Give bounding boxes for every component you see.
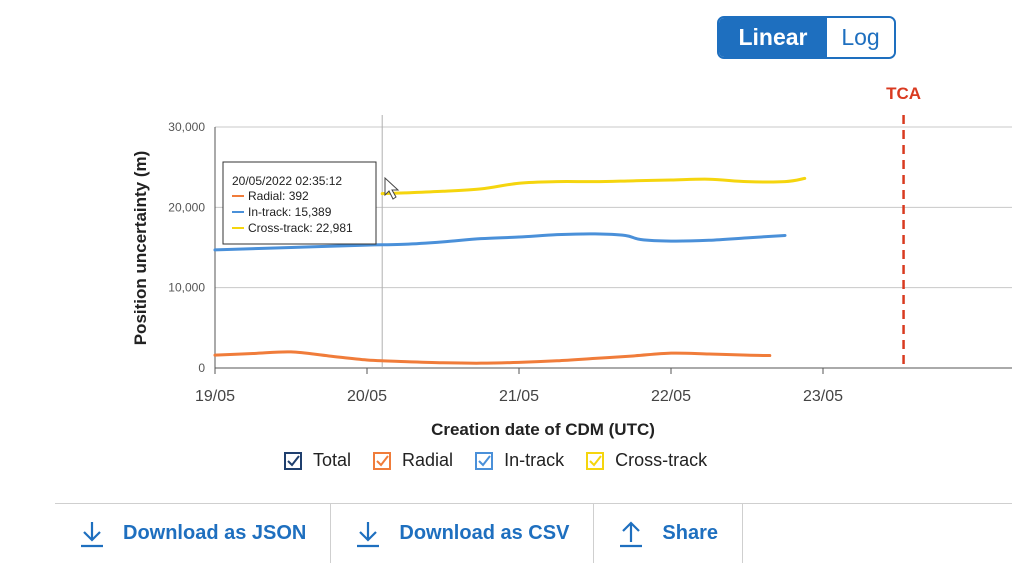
download-csv-label: Download as CSV (399, 522, 570, 544)
series-line-in-track (213, 232, 787, 252)
download-icon (355, 520, 381, 548)
x-tick-label: 20/05 (347, 388, 387, 405)
position-uncertainty-chart: 0 10,000 20,000 30,000 19/05 20/05 21/05 22/05 2… (131, 84, 1012, 439)
y-tick-label: 0 (198, 361, 205, 375)
x-tick-label: 21/05 (499, 388, 539, 405)
mouse-cursor-icon (384, 176, 400, 200)
divider (55, 503, 1012, 504)
download-icon (79, 520, 105, 548)
legend-item-in-track[interactable]: In-track (475, 450, 564, 471)
tooltip-row: In-track: 15,389 (248, 205, 332, 219)
y-tick-label: 10,000 (168, 281, 205, 295)
share-icon (618, 520, 644, 548)
share-button[interactable]: Share (594, 504, 743, 563)
checkbox-icon[interactable] (373, 451, 392, 470)
tca-label: TCA (886, 84, 921, 103)
legend-item-total[interactable]: Total (284, 450, 351, 471)
share-label: Share (662, 522, 718, 544)
x-tick-label: 23/05 (803, 388, 843, 405)
tooltip-box (222, 161, 377, 245)
linear-scale-button[interactable]: Linear (719, 18, 827, 57)
legend-label-in-track: In-track (504, 450, 565, 470)
scale-toggle[interactable]: Linear Log (717, 16, 896, 59)
y-tick-label: 30,000 (168, 120, 205, 134)
legend-label-cross-track: Cross-track (615, 450, 708, 470)
checkbox-icon[interactable] (586, 451, 605, 470)
download-json-button[interactable]: Download as JSON (55, 504, 332, 563)
checkbox-icon[interactable] (475, 451, 494, 470)
y-tick-label: 20,000 (168, 200, 205, 214)
series-line-cross-track (380, 176, 807, 196)
x-axis-label: Creation date of CDM (UTC) (431, 420, 655, 439)
legend-item-radial[interactable]: Radial (373, 450, 453, 471)
legend-label-radial: Radial (402, 450, 454, 470)
y-axis-label: Position uncertainty (m) (131, 151, 150, 346)
download-json-label: Download as JSON (123, 522, 307, 544)
actions-bar: Download as JSON Download as CSV Share (55, 504, 743, 563)
legend-label-total: Total (313, 450, 352, 470)
tooltip-row: Radial: 392 (248, 189, 309, 203)
log-scale-button[interactable]: Log (827, 18, 894, 57)
tooltip-row: Cross-track: 22,981 (248, 221, 353, 235)
legend-item-cross-track[interactable]: Cross-track (586, 450, 707, 471)
download-csv-button[interactable]: Download as CSV (331, 504, 595, 563)
checkbox-icon[interactable] (284, 451, 302, 470)
tooltip-title: 20/05/2022 02:35:12 (232, 174, 342, 188)
chart-legend: Total Radial In-track Cross-track (284, 450, 729, 471)
x-tick-label: 22/05 (651, 388, 691, 405)
series-line-radial (213, 350, 772, 365)
x-tick-label: 19/05 (195, 388, 235, 405)
